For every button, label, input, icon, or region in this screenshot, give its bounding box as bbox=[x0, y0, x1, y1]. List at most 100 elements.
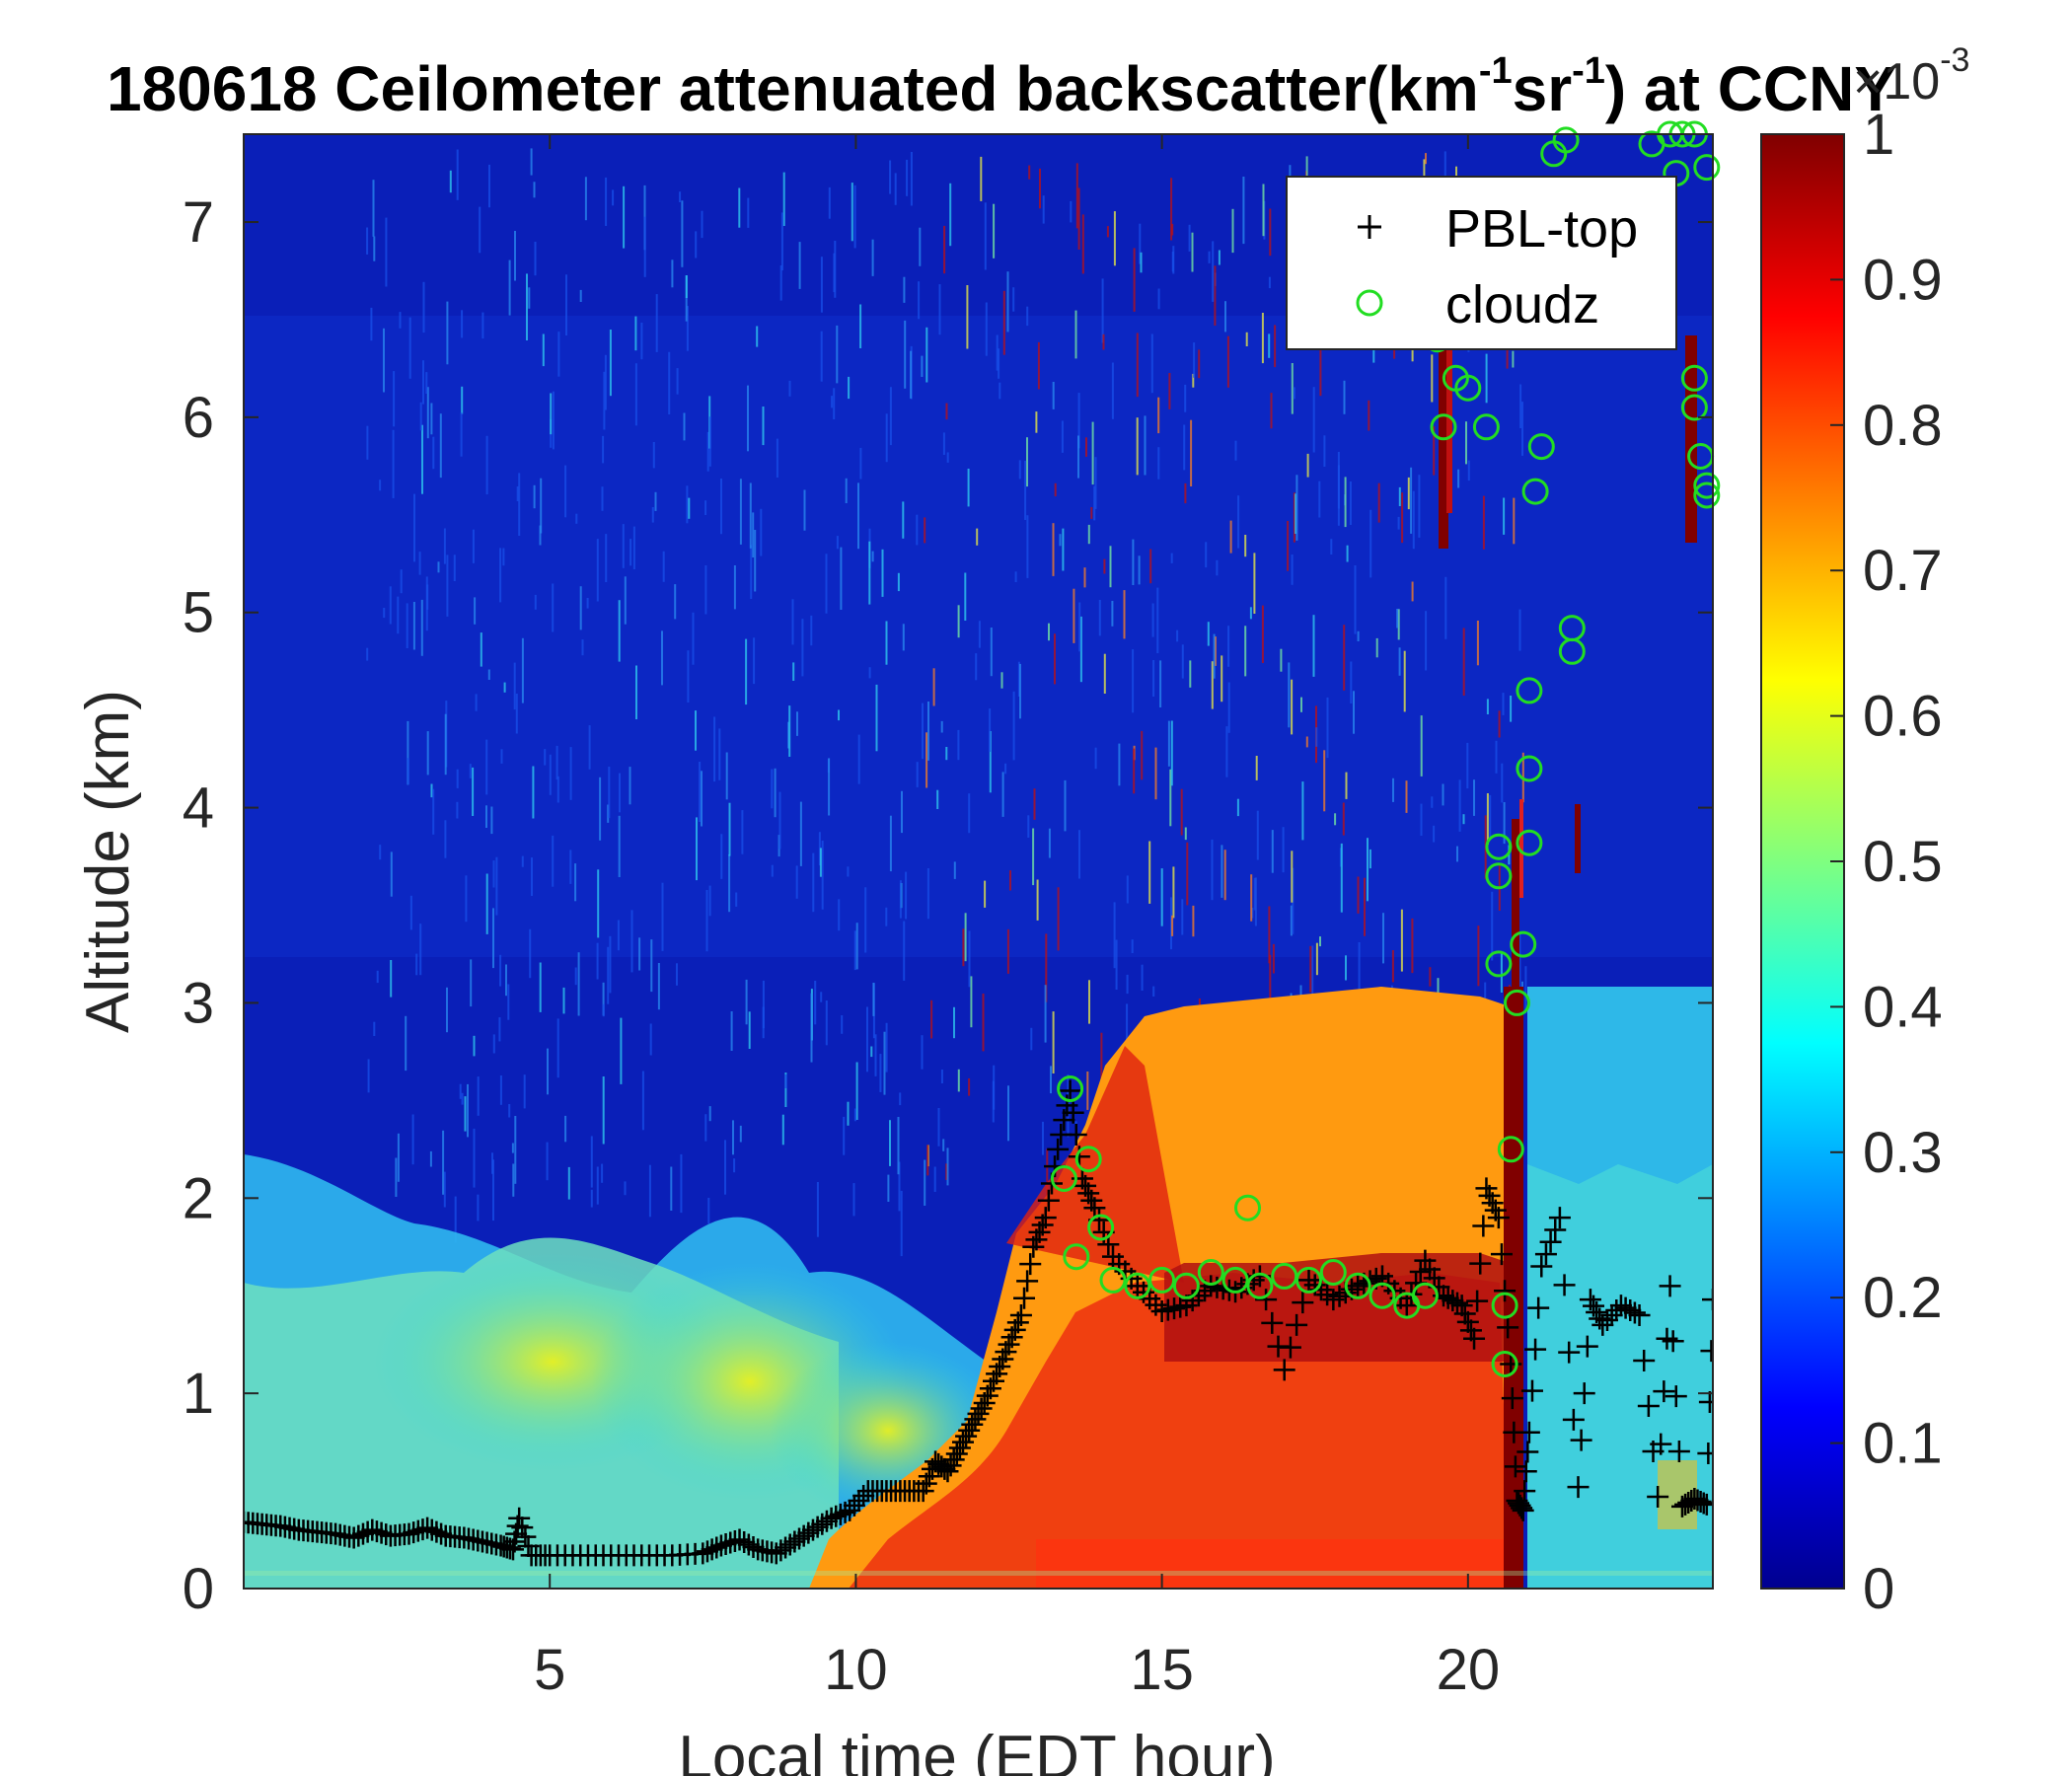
heatmap-streak bbox=[609, 330, 612, 397]
heatmap-streak bbox=[446, 301, 449, 365]
heatmap-streak bbox=[820, 992, 823, 1002]
heatmap-streak bbox=[946, 452, 949, 463]
heatmap-streak bbox=[990, 628, 993, 677]
heatmap-streak bbox=[547, 1048, 549, 1095]
colorbar-tick-label: 1 bbox=[1863, 103, 1894, 167]
cloudz-point bbox=[1197, 1259, 1224, 1286]
heatmap-streak bbox=[1078, 830, 1080, 879]
legend-box bbox=[1286, 176, 1677, 350]
heatmap-streak bbox=[393, 371, 396, 427]
pbl-top-point bbox=[714, 1532, 737, 1555]
pbl-top-point bbox=[1437, 1287, 1459, 1309]
heatmap-streak bbox=[999, 382, 1001, 400]
heatmap-streak bbox=[949, 183, 952, 247]
heatmap-streak bbox=[392, 429, 395, 498]
heatmap-streak bbox=[1151, 603, 1154, 637]
cloudz-point bbox=[1680, 394, 1708, 421]
heatmap-streak bbox=[1157, 397, 1160, 434]
heatmap-streak bbox=[1486, 793, 1489, 845]
title-main: 180618 Ceilometer attenuated backscatter… bbox=[107, 53, 1479, 124]
pbl-top-point bbox=[843, 1494, 865, 1517]
heatmap-streak bbox=[521, 855, 524, 867]
backscatter-heatmap bbox=[244, 134, 1713, 1589]
heatmap-streak bbox=[1444, 576, 1447, 639]
heatmap-streak bbox=[1212, 241, 1215, 302]
heatmap-streak bbox=[968, 1078, 971, 1096]
heatmap-streak bbox=[1346, 545, 1349, 562]
heatmap-streak bbox=[1334, 813, 1337, 826]
heatmap-streak bbox=[889, 387, 892, 446]
heatmap-streak bbox=[788, 380, 791, 397]
pbl-top-point bbox=[1576, 1335, 1598, 1358]
heatmap-streak bbox=[1274, 325, 1277, 368]
pbl-top-point bbox=[951, 1431, 974, 1453]
heatmap-streak bbox=[1214, 265, 1217, 326]
heatmap-streak bbox=[632, 526, 635, 569]
pbl-top-point bbox=[416, 1517, 439, 1539]
heatmap-streak bbox=[599, 777, 602, 841]
heatmap-streak bbox=[685, 275, 688, 298]
heatmap-streak bbox=[512, 1163, 515, 1197]
heatmap-streak bbox=[464, 1096, 467, 1132]
pbl-top-point bbox=[1472, 1215, 1495, 1237]
pbl-top-point bbox=[1469, 1252, 1492, 1275]
heatmap-streak bbox=[491, 1152, 493, 1174]
colorbar-exponent-base: ×10 bbox=[1853, 53, 1940, 111]
heatmap-streak bbox=[546, 1142, 549, 1181]
heatmap-streak bbox=[590, 1136, 593, 1188]
pbl-top-point bbox=[1511, 1497, 1533, 1519]
pbl-top-point bbox=[797, 1521, 820, 1544]
heatmap-streak bbox=[1227, 626, 1230, 667]
heatmap-streak bbox=[432, 436, 435, 470]
heatmap-streak bbox=[514, 1116, 517, 1184]
heatmap-streak bbox=[993, 203, 996, 259]
heatmap-streak bbox=[885, 1022, 888, 1073]
heatmap-streak bbox=[705, 890, 708, 952]
title-sup-2: -1 bbox=[1572, 50, 1605, 92]
heatmap-streak bbox=[745, 638, 748, 705]
heatmap-streak bbox=[905, 871, 908, 920]
y-axis-label: Altitude (km) bbox=[74, 690, 142, 1033]
heatmap-streak bbox=[1115, 939, 1118, 990]
heatmap-streak bbox=[539, 525, 542, 546]
heatmap-streak bbox=[1315, 727, 1318, 747]
heatmap-streak bbox=[1002, 290, 1005, 355]
heatmap-streak bbox=[623, 185, 626, 249]
heatmap-streak bbox=[933, 1166, 936, 1192]
heatmap-streak bbox=[469, 764, 472, 778]
heatmap-streak bbox=[655, 294, 658, 352]
heatmap-streak bbox=[1054, 482, 1057, 497]
pbl-top-point bbox=[1047, 1138, 1070, 1160]
cloudz-point bbox=[1099, 1266, 1127, 1294]
heatmap-streak bbox=[1079, 616, 1082, 683]
heatmap-streak bbox=[814, 981, 817, 1025]
heatmap-streak bbox=[584, 177, 587, 221]
heatmap-streak bbox=[820, 331, 823, 382]
heatmap-streak bbox=[1353, 691, 1355, 734]
heatmap-streak bbox=[1144, 415, 1147, 476]
cloudz-point bbox=[1485, 862, 1513, 890]
heatmap-streak bbox=[889, 815, 892, 872]
heatmap-streak bbox=[704, 500, 707, 515]
heatmap-streak bbox=[485, 739, 488, 795]
heatmap-streak bbox=[831, 396, 834, 408]
heatmap-streak bbox=[748, 1011, 751, 1049]
pbl-top-point bbox=[1520, 1379, 1543, 1402]
heatmap-streak bbox=[564, 465, 567, 518]
heatmap-streak bbox=[852, 1183, 855, 1217]
heatmap-streak bbox=[976, 528, 979, 546]
heatmap-streak bbox=[1042, 1121, 1044, 1155]
heatmap-streak bbox=[575, 513, 578, 524]
heatmap-streak bbox=[596, 539, 599, 602]
heatmap-streak bbox=[1126, 875, 1129, 904]
heatmap-streak bbox=[1312, 615, 1315, 677]
heatmap-streak bbox=[1272, 943, 1275, 974]
heatmap-streak bbox=[750, 545, 753, 599]
heatmap-streak bbox=[473, 1128, 476, 1188]
heatmap-streak bbox=[885, 907, 888, 926]
heatmap-streak bbox=[762, 980, 765, 1029]
heatmap-streak bbox=[752, 512, 755, 557]
pbl-top-point bbox=[1423, 1267, 1445, 1290]
heatmap-streak bbox=[425, 372, 428, 394]
heatmap-streak bbox=[998, 348, 1000, 379]
